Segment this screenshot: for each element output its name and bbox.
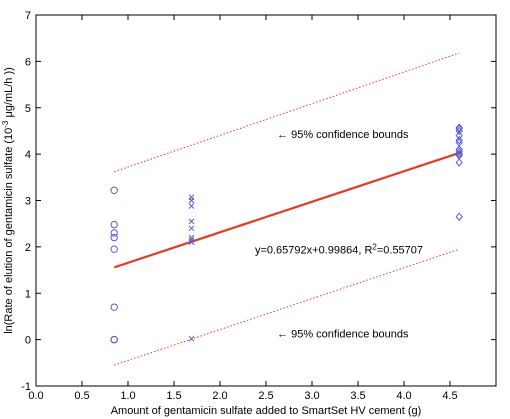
data-point-diamond bbox=[455, 135, 463, 145]
fit-line-group bbox=[113, 151, 460, 269]
data-point-x bbox=[188, 237, 195, 243]
y-tick-label: 4 bbox=[25, 149, 31, 161]
data-point-diamond bbox=[455, 149, 463, 159]
data-point-x bbox=[188, 239, 195, 246]
data-point-x bbox=[188, 225, 195, 232]
y-axis-label-prefix: ln(Rate of elution of gentamicin sulfate… bbox=[3, 128, 15, 334]
equation-label: y=0.65792x+0.99864, R2=0.55707 bbox=[255, 242, 423, 257]
confidence-bound-lower bbox=[114, 248, 460, 366]
annotations: ← 95% confidence bounds ← 95% confidence … bbox=[255, 129, 423, 340]
data-point-diamond bbox=[455, 124, 463, 133]
data-point-x bbox=[188, 218, 195, 225]
data-point-circle bbox=[110, 220, 118, 229]
x-tick-label: 0.0 bbox=[28, 390, 43, 402]
data-point-diamond bbox=[455, 123, 463, 132]
x-tick-label: 0.5 bbox=[74, 390, 89, 402]
data-point-x bbox=[188, 203, 195, 209]
axis-ticks: 0.0 0.5 1.0 1.5 2.0 2.5 3.0 3.5 4.0 4.5 -1 0 1 2 3 4 5 6 7 bbox=[21, 10, 496, 402]
data-point-diamond bbox=[455, 212, 463, 221]
confidence-bounds bbox=[114, 52, 460, 366]
y-tick-label: 6 bbox=[25, 56, 31, 68]
data-point-circle bbox=[110, 245, 118, 253]
y-axis-label: ln(Rate of elution of gentamicin sulfate… bbox=[1, 67, 16, 334]
y-tick-label: 0 bbox=[25, 335, 31, 347]
data-points bbox=[110, 123, 463, 344]
x-tick-label: 4.5 bbox=[442, 390, 457, 402]
y-tick-label: 3 bbox=[25, 196, 31, 208]
x-tick-label: 1.5 bbox=[166, 390, 181, 402]
data-point-diamond bbox=[455, 145, 463, 154]
y-axis-label-suffix: μg/mL/h )) bbox=[3, 67, 15, 120]
data-point-circle bbox=[110, 335, 118, 344]
y-axis-label-exponent: -3 bbox=[1, 120, 10, 128]
upper-bound-label: ← 95% confidence bounds bbox=[277, 129, 409, 141]
y-tick-label: 1 bbox=[25, 288, 31, 300]
x-tick-label: 2.0 bbox=[212, 390, 227, 402]
data-point-diamond bbox=[455, 158, 463, 167]
y-tick-label: 2 bbox=[25, 242, 31, 254]
y-tick-label: 5 bbox=[25, 103, 31, 115]
data-point-circle bbox=[110, 186, 118, 194]
fit-line bbox=[113, 151, 460, 269]
x-tick-label: 4.0 bbox=[396, 390, 411, 402]
y-tick-label: -1 bbox=[21, 381, 31, 393]
plot-area bbox=[35, 14, 497, 387]
data-point-circle bbox=[110, 233, 118, 242]
x-tick-label: 3.5 bbox=[350, 390, 365, 402]
x-tick-label: 3.0 bbox=[304, 390, 319, 402]
x-axis-label: Amount of gentamicin sulfate added to Sm… bbox=[111, 405, 422, 417]
x-tick-label: 1.0 bbox=[120, 390, 135, 402]
data-point-x bbox=[188, 197, 195, 204]
lower-bound-label: ← 95% confidence bounds bbox=[277, 328, 409, 340]
y-tick-label: 7 bbox=[25, 10, 31, 22]
data-point-x bbox=[188, 234, 195, 241]
data-point-x bbox=[188, 335, 195, 342]
data-point-circle bbox=[110, 303, 118, 311]
data-point-circle bbox=[110, 229, 118, 237]
confidence-bound-upper bbox=[114, 52, 460, 173]
x-tick-label: 2.5 bbox=[258, 390, 273, 402]
data-point-diamond bbox=[455, 147, 463, 157]
